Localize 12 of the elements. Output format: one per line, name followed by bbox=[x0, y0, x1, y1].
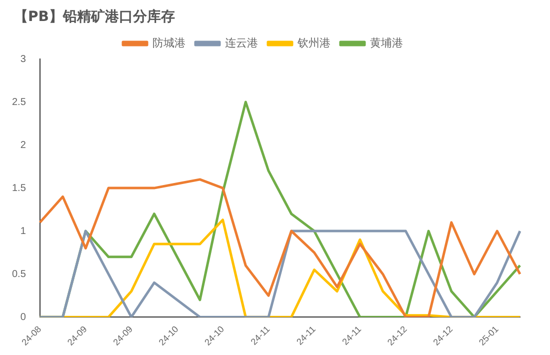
y-tick-label: 3 bbox=[20, 54, 26, 65]
legend-label: 防城港 bbox=[152, 36, 186, 50]
y-tick-label: 0.5 bbox=[12, 268, 26, 280]
y-tick-label: 0 bbox=[20, 312, 26, 323]
y-tick-label: 2 bbox=[20, 140, 26, 151]
legend-label: 连云港 bbox=[225, 36, 258, 50]
y-tick-label: 1 bbox=[20, 226, 26, 237]
chart-title: 【PB】铅精矿港口分库存 bbox=[14, 8, 175, 26]
y-tick-label: 2.5 bbox=[12, 96, 26, 108]
legend-label: 钦州港 bbox=[296, 36, 330, 50]
y-tick-label: 1.5 bbox=[12, 182, 26, 194]
legend-label: 黄埔港 bbox=[370, 36, 403, 50]
